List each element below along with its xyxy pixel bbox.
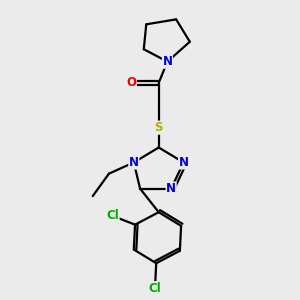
Text: S: S xyxy=(154,121,163,134)
Text: N: N xyxy=(129,156,139,169)
Text: N: N xyxy=(166,182,176,195)
Text: N: N xyxy=(178,156,189,169)
Text: Cl: Cl xyxy=(148,282,161,295)
Text: N: N xyxy=(162,55,172,68)
Text: Cl: Cl xyxy=(106,209,119,222)
Text: O: O xyxy=(126,76,136,89)
